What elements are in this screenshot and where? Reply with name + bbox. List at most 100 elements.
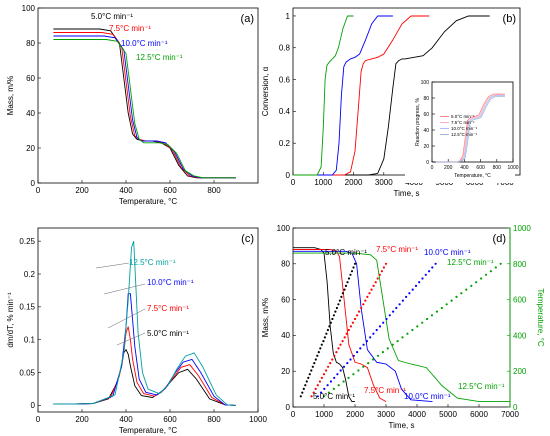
- temperature-point: [368, 292, 371, 295]
- y-tick-label: 1: [286, 12, 291, 21]
- y-tick-label: 0: [31, 401, 36, 410]
- plot-frame: [37, 7, 259, 184]
- x-axis-label: Time, s: [389, 421, 415, 430]
- panel-label: (d): [493, 233, 506, 245]
- temperature-point: [335, 351, 338, 354]
- temperature-point: [450, 299, 453, 302]
- temperature-point: [350, 270, 354, 273]
- temperature-point: [347, 376, 350, 379]
- temperature-point: [325, 369, 328, 372]
- temperature-point: [431, 266, 434, 269]
- panel-c: 0 200 400 600 800 1000 0 0.05 0.1 0.15 0.2 0.25 Temp…: [6, 227, 267, 435]
- temperature-point: [329, 321, 332, 324]
- panel-a: 0 200 400 600 800 0 20 40 60 80 100 Temperature, °C…: [6, 4, 259, 206]
- x-tick-label: 600: [163, 186, 177, 195]
- temperature-point: [421, 321, 424, 324]
- y-tick-label: 0.05: [19, 368, 35, 377]
- temperature-point: [332, 314, 335, 317]
- x-tick-label: 1000: [315, 410, 333, 419]
- series-line: [53, 39, 236, 179]
- temperature-point: [372, 358, 375, 361]
- temperature-point: [342, 380, 345, 383]
- temperature-point: [343, 288, 346, 291]
- temperature-point: [305, 380, 308, 383]
- y-axis-label: Mass, m/%: [261, 298, 270, 338]
- x-tick-label: 3000: [377, 410, 395, 419]
- temperature-point: [353, 262, 357, 265]
- temperature-point: [359, 347, 362, 350]
- temperature-point: [426, 317, 429, 321]
- y-tick-label: 0: [31, 179, 36, 188]
- series-label: 10.0°C min⁻¹: [147, 278, 194, 287]
- x-tick-label: 800: [207, 415, 221, 424]
- temperature-point: [336, 373, 339, 376]
- temperature-point: [372, 284, 375, 287]
- series-label: 12.5°C min⁻¹: [447, 258, 494, 267]
- temperature-point: [406, 332, 409, 335]
- label-pointer: [107, 308, 146, 329]
- temperature-point: [299, 395, 302, 398]
- temperature-point: [353, 317, 357, 321]
- y2-tick-label: 800: [513, 260, 527, 269]
- temperature-point: [401, 336, 404, 339]
- temperature-point: [326, 328, 329, 332]
- temperature-point: [434, 262, 437, 265]
- label-pointer: [95, 262, 130, 269]
- temperature-point: [484, 273, 488, 276]
- x-tick-label: 400: [119, 415, 133, 424]
- temperature-point: [384, 262, 388, 265]
- temperature-point: [320, 391, 323, 394]
- temperature-point: [343, 336, 346, 339]
- temperature-point: [391, 343, 394, 346]
- series-label: 12.5°C min⁻¹: [136, 53, 183, 62]
- inset-background: [405, 80, 515, 183]
- temperature-point: [328, 325, 331, 328]
- panel-label: (b): [503, 13, 516, 25]
- legend-label: 10.0°C min⁻¹: [451, 126, 478, 131]
- temperature-point: [323, 387, 326, 390]
- legend-label: 12.5°C min⁻¹: [451, 132, 478, 137]
- x-tick-label: 0: [291, 410, 296, 419]
- temperature-point: [340, 295, 343, 298]
- temperature-point: [312, 391, 315, 394]
- temperature-point: [414, 284, 418, 287]
- temperature-point: [342, 365, 346, 368]
- temperature-point: [329, 380, 332, 383]
- temperature-point: [445, 303, 448, 306]
- temperature-point: [421, 277, 424, 280]
- temperature-point: [376, 277, 379, 280]
- temperature-point: [325, 332, 328, 335]
- x-axis-label: Temperature, °C: [119, 426, 178, 435]
- x-tick-label: 0: [36, 415, 41, 424]
- temperature-point: [358, 310, 361, 313]
- temperature-point: [352, 373, 355, 376]
- x-axis-label: Temperature, °C: [119, 197, 178, 206]
- series-label: 10.0°C min⁻¹: [121, 39, 168, 48]
- temperature-point: [430, 314, 434, 317]
- temperature-point: [339, 343, 342, 346]
- series-line: [53, 348, 237, 406]
- series-label: 10.0°C min⁻¹: [424, 248, 471, 257]
- temperature-point: [339, 369, 342, 372]
- temperature-point: [489, 270, 492, 273]
- temperature-point: [475, 281, 478, 284]
- x-tick-label: 0: [291, 178, 296, 187]
- temperature-point: [460, 292, 463, 295]
- y-tick-label: 0.15: [19, 303, 35, 312]
- y-tick-label: 20: [423, 144, 429, 150]
- y2-axis-label: Temperature, °C: [536, 288, 545, 347]
- temperature-point: [382, 321, 385, 324]
- temperature-point: [347, 277, 351, 280]
- temperature-point: [316, 354, 319, 357]
- y-axis-label: Conversion, α: [261, 66, 270, 116]
- temperature-point: [349, 325, 352, 328]
- temperature-point: [375, 328, 378, 332]
- y-tick-label: 0: [286, 403, 291, 412]
- x-tick-label: 800: [207, 186, 221, 195]
- x-tick-label: 4000: [408, 410, 426, 419]
- series-line: [436, 96, 505, 163]
- x-axis-label: Time, s: [394, 189, 420, 198]
- temperature-point: [401, 299, 404, 302]
- x-axis-label: Temperature, °C: [454, 173, 491, 179]
- temperature-point: [318, 380, 321, 383]
